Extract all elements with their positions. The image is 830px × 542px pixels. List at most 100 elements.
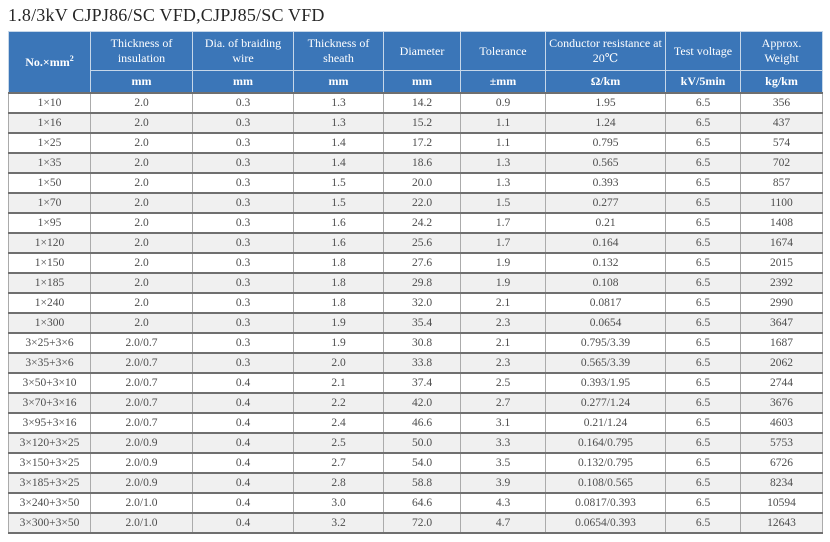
table-row: 3×50+3×10 2.0/0.7 0.4 2.1 37.4 2.5 0.393/1.95 6…	[8, 372, 823, 393]
table-cell: 2.0	[90, 192, 193, 213]
table-cell: 574	[740, 132, 823, 153]
cable-spec-table: No.×mm2 Thickness of insulation Dia. of …	[8, 31, 823, 534]
table-cell: 33.8	[383, 352, 461, 373]
table-cell: 0.3	[192, 152, 294, 173]
table-cell: 3×240+3×50	[8, 492, 91, 513]
table-cell: 2.7	[460, 392, 546, 413]
table-cell: 1×10	[8, 92, 91, 113]
table-cell: 37.4	[383, 372, 461, 393]
table-cell: 0.277	[545, 192, 666, 213]
table-cell: 1.5	[293, 172, 384, 193]
column-header-diameter: Diameter	[383, 31, 461, 71]
table-row: 1×50 2.0 0.3 1.5 20.0 1.3 0.393 6.5 857	[8, 172, 823, 193]
table-cell: 6.5	[665, 452, 741, 473]
table-cell: 6.5	[665, 352, 741, 373]
table-cell: 2.1	[460, 292, 546, 313]
table-cell: 6.5	[665, 512, 741, 534]
table-row: 3×120+3×25 2.0/0.9 0.4 2.5 50.0 3.3 0.164/0.79…	[8, 432, 823, 453]
table-cell: 0.0817/0.393	[545, 492, 666, 513]
table-cell: 20.0	[383, 172, 461, 193]
table-cell: 1×70	[8, 192, 91, 213]
table-cell: 1.3	[460, 152, 546, 173]
table-cell: 6.5	[665, 432, 741, 453]
table-cell: 1.9	[293, 312, 384, 333]
table-cell: 702	[740, 152, 823, 173]
table-row: 1×240 2.0 0.3 1.8 32.0 2.1 0.0817 6.5 2990	[8, 292, 823, 313]
table-cell: 6.5	[665, 412, 741, 433]
table-row: 3×240+3×50 2.0/1.0 0.4 3.0 64.6 4.3 0.0817/0.3…	[8, 492, 823, 513]
header-unit-row: mm mm mm mm ±mm Ω/km kV/5min kg/km	[9, 70, 823, 94]
table-cell: 437	[740, 112, 823, 133]
table-row: 3×95+3×16 2.0/0.7 0.4 2.4 46.6 3.1 0.21/1.24 6.…	[8, 412, 823, 433]
table-cell: 0.164	[545, 232, 666, 253]
table-cell: 0.9	[460, 92, 546, 113]
table-cell: 6.5	[665, 232, 741, 253]
table-cell: 1×25	[8, 132, 91, 153]
table-cell: 6.5	[665, 172, 741, 193]
table-cell: 64.6	[383, 492, 461, 513]
table-cell: 1.6	[293, 232, 384, 253]
table-cell: 0.795	[545, 132, 666, 153]
table-cell: 3×50+3×10	[8, 372, 91, 393]
unit-insulation: mm	[90, 70, 193, 94]
table-cell: 6.5	[665, 492, 741, 513]
table-cell: 10594	[740, 492, 823, 513]
table-row: 1×95 2.0 0.3 1.6 24.2 1.7 0.21 6.5 1408	[8, 212, 823, 233]
table-cell: 6.5	[665, 392, 741, 413]
table-cell: 4603	[740, 412, 823, 433]
table-cell: 1.8	[293, 272, 384, 293]
unit-diameter: mm	[383, 70, 461, 94]
table-cell: 2.7	[293, 452, 384, 473]
table-cell: 2.0/0.7	[90, 392, 193, 413]
table-cell: 1×16	[8, 112, 91, 133]
table-row: 1×16 2.0 0.3 1.3 15.2 1.1 1.24 6.5 437	[8, 112, 823, 133]
table-cell: 6.5	[665, 252, 741, 273]
table-cell: 6.5	[665, 472, 741, 493]
table-cell: 0.4	[192, 512, 294, 534]
table-cell: 1.8	[293, 292, 384, 313]
table-cell: 0.164/0.795	[545, 432, 666, 453]
table-cell: 0.3	[192, 192, 294, 213]
table-cell: 0.4	[192, 372, 294, 393]
table-cell: 2744	[740, 372, 823, 393]
table-cell: 46.6	[383, 412, 461, 433]
table-cell: 2.0	[90, 112, 193, 133]
table-cell: 2.0/0.7	[90, 372, 193, 393]
table-cell: 3×300+3×50	[8, 512, 91, 534]
table-cell: 0.21/1.24	[545, 412, 666, 433]
table-cell: 2.0/0.9	[90, 472, 193, 493]
table-cell: 2.0	[90, 212, 193, 233]
table-cell: 2.0	[90, 152, 193, 173]
table-row: 3×35+3×6 2.0/0.7 0.3 2.0 33.8 2.3 0.565/3.39 6.…	[8, 352, 823, 373]
table-row: 3×25+3×6 2.0/0.7 0.3 1.9 30.8 2.1 0.795/3.39 6.…	[8, 332, 823, 353]
table-cell: 1.6	[293, 212, 384, 233]
table-row: 3×300+3×50 2.0/1.0 0.4 3.2 72.0 4.7 0.0654/0.3…	[8, 512, 823, 534]
table-cell: 1.7	[460, 232, 546, 253]
table-cell: 2.3	[460, 352, 546, 373]
table-cell: 2.0	[90, 252, 193, 273]
table-cell: 50.0	[383, 432, 461, 453]
table-cell: 2392	[740, 272, 823, 293]
table-cell: 0.108	[545, 272, 666, 293]
table-cell: 2.0	[293, 352, 384, 373]
table-cell: 0.4	[192, 452, 294, 473]
table-cell: 1×300	[8, 312, 91, 333]
column-header-test-voltage: Test voltage	[665, 31, 741, 71]
table-cell: 2990	[740, 292, 823, 313]
table-cell: 2.0	[90, 132, 193, 153]
column-header-resistance: Conductor resistance at 20℃	[545, 31, 666, 71]
table-row: 1×120 2.0 0.3 1.6 25.6 1.7 0.164 6.5 1674	[8, 232, 823, 253]
column-header-sheath: Thickness of sheath	[293, 31, 384, 71]
table-cell: 1.8	[293, 252, 384, 273]
table-cell: 0.108/0.565	[545, 472, 666, 493]
table-cell: 3×70+3×16	[8, 392, 91, 413]
table-cell: 30.8	[383, 332, 461, 353]
table-cell: 2.0	[90, 312, 193, 333]
table-cell: 2.5	[460, 372, 546, 393]
table-cell: 3×35+3×6	[8, 352, 91, 373]
table-row: 1×150 2.0 0.3 1.8 27.6 1.9 0.132 6.5 2015	[8, 252, 823, 273]
table-cell: 58.8	[383, 472, 461, 493]
table-cell: 1×150	[8, 252, 91, 273]
table-cell: 0.3	[192, 92, 294, 113]
table-cell: 2.0	[90, 92, 193, 113]
